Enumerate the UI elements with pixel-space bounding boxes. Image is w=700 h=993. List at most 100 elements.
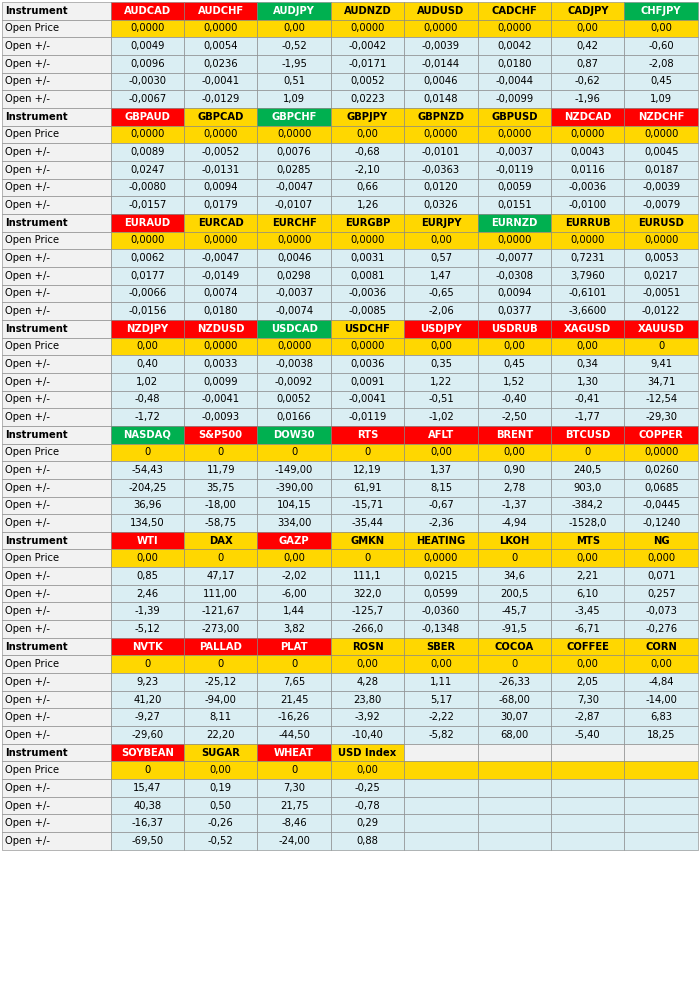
Text: -0,0149: -0,0149 [202, 271, 240, 281]
Text: 0,0166: 0,0166 [276, 412, 312, 422]
FancyBboxPatch shape [477, 638, 551, 655]
FancyBboxPatch shape [258, 2, 331, 20]
Text: -2,06: -2,06 [428, 306, 454, 316]
FancyBboxPatch shape [184, 532, 258, 549]
Text: NG: NG [653, 535, 669, 545]
Text: -4,94: -4,94 [502, 518, 527, 528]
FancyBboxPatch shape [2, 744, 111, 762]
FancyBboxPatch shape [2, 796, 111, 814]
Text: -24,00: -24,00 [278, 836, 310, 846]
Text: 0,0042: 0,0042 [497, 41, 531, 51]
Text: 0,19: 0,19 [210, 782, 232, 792]
FancyBboxPatch shape [258, 726, 331, 744]
FancyBboxPatch shape [2, 479, 111, 496]
Text: -149,00: -149,00 [275, 465, 314, 475]
Text: 0,00: 0,00 [136, 553, 158, 563]
Text: NZDCAD: NZDCAD [564, 112, 612, 122]
Text: 0,0033: 0,0033 [204, 359, 238, 369]
FancyBboxPatch shape [258, 461, 331, 479]
FancyBboxPatch shape [404, 673, 477, 691]
FancyBboxPatch shape [404, 213, 477, 231]
Text: Open +/-: Open +/- [5, 677, 50, 687]
Text: 6,10: 6,10 [577, 589, 598, 599]
Text: 35,75: 35,75 [206, 483, 235, 493]
FancyBboxPatch shape [258, 197, 331, 213]
FancyBboxPatch shape [2, 267, 111, 285]
Text: EURCHF: EURCHF [272, 217, 316, 227]
Text: Open +/-: Open +/- [5, 818, 50, 828]
FancyBboxPatch shape [551, 532, 624, 549]
FancyBboxPatch shape [477, 267, 551, 285]
Text: Open +/-: Open +/- [5, 412, 50, 422]
FancyBboxPatch shape [477, 390, 551, 408]
Text: 0: 0 [365, 553, 371, 563]
Text: USDCHF: USDCHF [344, 324, 391, 334]
Text: USDJPY: USDJPY [420, 324, 462, 334]
FancyBboxPatch shape [111, 603, 184, 621]
Text: 0,0000: 0,0000 [497, 129, 531, 139]
FancyBboxPatch shape [111, 320, 184, 338]
FancyBboxPatch shape [331, 780, 404, 796]
FancyBboxPatch shape [258, 390, 331, 408]
Text: 0,0177: 0,0177 [130, 271, 164, 281]
FancyBboxPatch shape [477, 796, 551, 814]
Text: 34,6: 34,6 [503, 571, 526, 581]
FancyBboxPatch shape [404, 461, 477, 479]
FancyBboxPatch shape [258, 213, 331, 231]
Text: -29,60: -29,60 [131, 730, 163, 740]
FancyBboxPatch shape [184, 673, 258, 691]
FancyBboxPatch shape [258, 249, 331, 267]
FancyBboxPatch shape [624, 796, 698, 814]
Text: 0,0000: 0,0000 [130, 235, 164, 245]
Text: Open +/-: Open +/- [5, 183, 50, 193]
Text: 0,34: 0,34 [577, 359, 598, 369]
Text: 0,0223: 0,0223 [350, 94, 385, 104]
Text: 0,0000: 0,0000 [204, 24, 238, 34]
FancyBboxPatch shape [404, 621, 477, 638]
Text: Open +/-: Open +/- [5, 76, 50, 86]
Text: 9,23: 9,23 [136, 677, 158, 687]
Text: PLAT: PLAT [280, 641, 308, 651]
FancyBboxPatch shape [624, 390, 698, 408]
Text: -3,45: -3,45 [575, 607, 601, 617]
FancyBboxPatch shape [2, 814, 111, 832]
FancyBboxPatch shape [2, 320, 111, 338]
FancyBboxPatch shape [624, 496, 698, 514]
FancyBboxPatch shape [331, 373, 404, 390]
Text: Instrument: Instrument [5, 217, 67, 227]
Text: Open +/-: Open +/- [5, 782, 50, 792]
Text: 7,30: 7,30 [283, 782, 305, 792]
Text: COFFEE: COFFEE [566, 641, 609, 651]
FancyBboxPatch shape [404, 532, 477, 549]
Text: 0,0000: 0,0000 [424, 129, 458, 139]
FancyBboxPatch shape [477, 621, 551, 638]
Text: Open Price: Open Price [5, 342, 59, 352]
FancyBboxPatch shape [258, 267, 331, 285]
FancyBboxPatch shape [2, 213, 111, 231]
Text: -0,0080: -0,0080 [128, 183, 167, 193]
FancyBboxPatch shape [551, 655, 624, 673]
FancyBboxPatch shape [111, 20, 184, 38]
Text: -0,276: -0,276 [645, 624, 678, 634]
Text: -0,0156: -0,0156 [128, 306, 167, 316]
Text: -0,0041: -0,0041 [202, 76, 240, 86]
FancyBboxPatch shape [331, 762, 404, 780]
Text: 2,21: 2,21 [577, 571, 599, 581]
FancyBboxPatch shape [111, 249, 184, 267]
Text: Open +/-: Open +/- [5, 359, 50, 369]
Text: 0,257: 0,257 [647, 589, 676, 599]
FancyBboxPatch shape [551, 302, 624, 320]
FancyBboxPatch shape [111, 2, 184, 20]
FancyBboxPatch shape [404, 126, 477, 143]
Text: -45,7: -45,7 [501, 607, 527, 617]
FancyBboxPatch shape [331, 20, 404, 38]
FancyBboxPatch shape [404, 55, 477, 72]
Text: BRENT: BRENT [496, 430, 533, 440]
Text: GBPNZD: GBPNZD [417, 112, 465, 122]
FancyBboxPatch shape [2, 338, 111, 355]
FancyBboxPatch shape [551, 213, 624, 231]
Text: 0,0000: 0,0000 [644, 235, 678, 245]
Text: PALLAD: PALLAD [199, 641, 242, 651]
FancyBboxPatch shape [111, 38, 184, 55]
Text: 2,46: 2,46 [136, 589, 158, 599]
